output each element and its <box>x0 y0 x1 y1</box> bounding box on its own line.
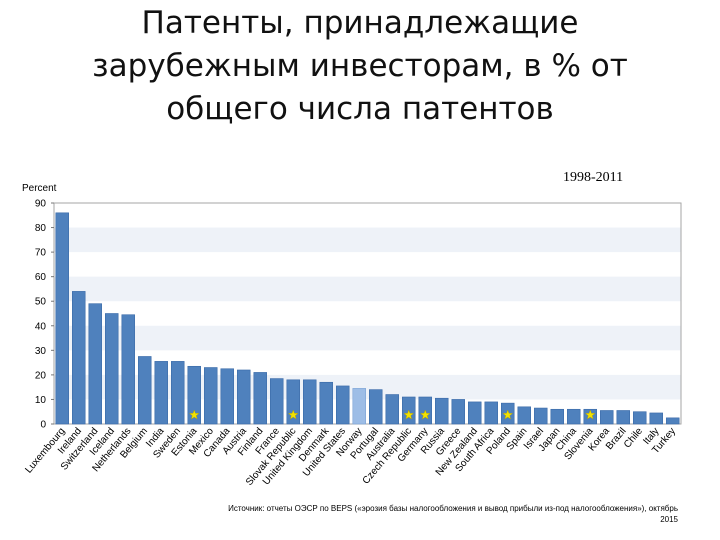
bar-spain <box>517 406 531 425</box>
bar-japan <box>550 408 564 425</box>
bar-india <box>154 361 168 425</box>
y-tick-label: 10 <box>35 395 47 406</box>
bar-austria <box>237 369 251 425</box>
bar-greece <box>451 399 465 425</box>
title-line-3: общего числа патентов <box>166 91 554 127</box>
source-line-2: 2015 <box>660 515 678 524</box>
bar-china <box>567 408 581 425</box>
bar-russia <box>435 397 449 425</box>
star-icon <box>287 409 299 420</box>
bar-new-zealand <box>468 401 482 425</box>
y-tick-label: 20 <box>35 370 47 381</box>
bar-united-kingdom <box>303 379 317 425</box>
plot-band <box>54 276 681 302</box>
bar-finland <box>253 372 267 425</box>
star-icon <box>403 409 415 420</box>
source-note: Источник: отчеты ОЭСР по BEPS («эрозия б… <box>150 503 678 525</box>
star-icon <box>419 409 431 420</box>
y-tick-label: 90 <box>35 199 47 210</box>
bar-turkey <box>666 417 680 425</box>
star-icon <box>502 409 514 420</box>
bar-iceland <box>105 313 119 425</box>
bar-mexico <box>204 367 218 425</box>
source-line-1: Источник: отчеты ОЭСР по BEPS («эрозия б… <box>228 504 678 513</box>
y-tick-label: 30 <box>35 346 47 357</box>
y-tick-label: 80 <box>35 223 47 234</box>
y-tick-label: 70 <box>35 248 47 259</box>
bar-france <box>270 378 284 425</box>
bar-belgium <box>138 356 152 425</box>
y-tick-label: 50 <box>35 297 47 308</box>
star-icon <box>188 409 200 420</box>
bar-netherlands <box>121 314 135 425</box>
bar-australia <box>385 394 399 425</box>
bar-ireland <box>72 291 86 425</box>
bar-slovak-republic <box>286 379 300 425</box>
star-icon <box>584 409 596 420</box>
title-line-2: зарубежным инвесторам, в % от <box>92 48 628 84</box>
bar-italy <box>649 412 663 425</box>
slide-title: Патенты, принадлежащие зарубежным инвест… <box>0 2 720 131</box>
plot-band <box>54 325 681 351</box>
plot-frame <box>53 202 682 425</box>
bar-canada <box>220 368 234 425</box>
bar-portugal <box>369 389 383 425</box>
y-tick-label: 60 <box>35 272 47 283</box>
bar-sweden <box>171 361 185 425</box>
plot-band <box>54 227 681 253</box>
bar-switzerland <box>88 303 102 425</box>
title-line-1: Патенты, принадлежащие <box>141 5 579 41</box>
bar-united-states <box>336 385 350 425</box>
y-tick-label: 40 <box>35 321 47 332</box>
y-tick-label: 0 <box>40 420 46 431</box>
bar-korea <box>600 410 614 425</box>
bar-south-africa <box>484 401 498 425</box>
bar-israel <box>534 407 548 425</box>
bar-norway <box>352 388 366 425</box>
y-axis-label: Percent <box>22 183 57 194</box>
bar-luxembourg <box>55 212 69 425</box>
bar-denmark <box>319 381 333 425</box>
bar-chile <box>633 411 647 425</box>
period-label: 1998-2011 <box>563 170 624 185</box>
bar-estonia <box>187 365 201 425</box>
bar-brazil <box>616 410 630 425</box>
